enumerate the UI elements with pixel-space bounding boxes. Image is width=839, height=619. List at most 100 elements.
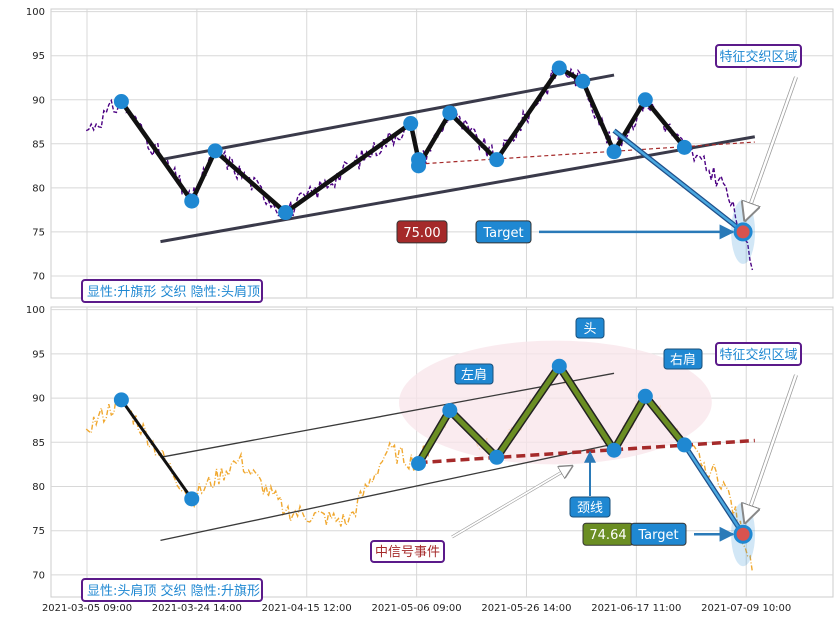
target-label: Target [630,522,687,546]
left-shoulder-label-box [454,363,494,385]
event-arrow [451,466,572,538]
neckline-tag: 颈线 [569,496,611,518]
right-shoulder-label-box [663,348,703,370]
pattern-legend-box [81,279,263,303]
pivot-marker [113,94,129,110]
pivot-marker [551,358,567,374]
y-tick-label: 70 [32,271,45,282]
projection-line [613,129,744,233]
right-shoulder-label: 右肩 [663,348,703,370]
y-tick-label: 80 [32,482,45,493]
event-label: 中信号事件 [370,540,445,563]
y-tick-label: 95 [32,349,45,360]
pivot-marker [403,116,419,132]
target-label-text: Target [637,528,678,543]
projection-line [683,444,745,535]
zone-arrow [745,374,798,522]
target-marker [733,222,753,242]
channel-upper-line [160,73,615,162]
pivot-marker [207,143,223,159]
y-tick-label: 85 [32,438,45,449]
zone-label-text: 特征交织区域 [719,49,797,65]
top-panel: 70 75 80 85 90 95 100 特征交织区域 75.00 Target 显性:升旗形 交… [26,7,834,303]
bottom-panel: 70 75 80 85 90 95 100 特征交织区域 74.64 Target 显性:头肩顶 交… [26,305,834,602]
y-tick-label: 100 [26,305,45,316]
pivot-marker [184,193,200,209]
pivot-marker [411,455,427,471]
channel-lower-line [160,135,756,244]
pivot-marker [606,442,622,458]
pivot-marker [411,158,427,174]
y-tick-label: 75 [32,227,45,238]
zone-label-box [715,342,802,366]
pivot-marker [442,402,458,418]
pivot-marker [637,92,653,108]
pattern-line [119,65,687,215]
x-tick-label: 2021-03-05 09:00 [42,603,132,614]
pivot-marker [184,491,200,507]
head-label-text: 头 [583,322,596,337]
pattern-legend: 显性:头肩顶 交织 隐性:升旗形 [81,578,263,602]
zone-label-text: 特征交织区域 [719,347,797,363]
y-tick-label: 80 [32,183,45,194]
y-tick-label: 90 [32,95,45,106]
zone-label-box [715,44,802,68]
pivot-marker [442,105,458,121]
x-tick-label: 2021-04-15 12:00 [262,603,352,614]
x-tick-label: 2021-07-09 10:00 [701,603,791,614]
pattern-legend: 显性:升旗形 交织 隐性:头肩顶 [81,279,263,303]
target-marker [733,524,753,544]
y-tick-label: 85 [32,139,45,150]
pivot-marker [489,152,505,168]
left-shoulder-label: 左肩 [454,363,494,385]
plot-area [50,8,834,299]
price-label: 74.64 [582,522,634,546]
head-label-box [575,317,605,339]
y-tick-label: 90 [32,394,45,405]
left-shoulder-label-text: 左肩 [461,367,487,383]
target-label-box [475,220,532,244]
pivot-marker [606,144,622,160]
x-axis: 2021-03-05 09:00 2021-03-24 14:00 2021-04-… [42,603,791,614]
pivot-marker [575,73,591,89]
y-tick-label: 100 [26,7,45,18]
target-label-text: Target [482,226,523,241]
pivot-marker [113,392,129,408]
head-label: 头 [575,317,605,339]
neckline-tag-text: 颈线 [577,501,603,516]
x-tick-label: 2021-03-24 14:00 [152,603,242,614]
flag-line [120,398,194,500]
neckline-tag-box [569,496,611,518]
zone-arrow [745,76,798,220]
pattern-legend-box [81,578,263,602]
event-label-text: 中信号事件 [375,545,440,560]
pattern-legend-text: 显性:升旗形 交织 隐性:头肩顶 [87,284,260,300]
price-label-box [396,220,448,244]
x-tick-label: 2021-05-06 09:00 [372,603,462,614]
pattern-legend-text: 显性:头肩顶 交织 隐性:升旗形 [87,583,260,599]
pivot-marker [551,60,567,76]
channel-upper-line [160,372,615,458]
pivot-marker [676,139,692,155]
target-label-box [630,522,687,546]
event-label-box [370,540,445,563]
price-label-text: 74.64 [589,528,626,543]
target-label: Target [475,220,532,244]
y-tick-label: 70 [32,570,45,581]
price-label-text: 75.00 [403,226,440,241]
channel-lower-line [160,443,615,542]
right-shoulder-label-text: 右肩 [670,352,696,368]
pivot-marker [489,449,505,465]
x-tick-label: 2021-05-26 14:00 [481,603,571,614]
y-tick-label: 75 [32,526,45,537]
x-tick-label: 2021-06-17 11:00 [591,603,681,614]
pivot-marker [278,205,294,221]
pivot-marker [676,437,692,453]
price-label: 75.00 [396,220,448,244]
pivot-marker [637,388,653,404]
neckline [418,141,755,165]
zone-label: 特征交织区域 [715,44,802,68]
y-tick-label: 95 [32,51,45,62]
zone-label: 特征交织区域 [715,342,802,366]
